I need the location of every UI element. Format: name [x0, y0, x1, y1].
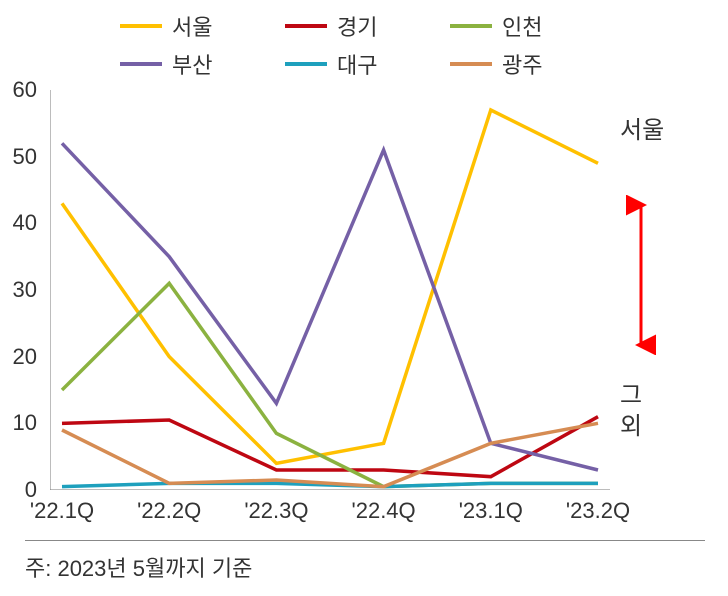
legend-swatch: [450, 62, 492, 66]
x-tick-label: '22.1Q: [30, 498, 94, 524]
x-tick-label: '23.2Q: [566, 498, 630, 524]
footnote-divider: [25, 540, 705, 541]
side-annotations: 서울 그 외: [620, 90, 710, 490]
side-label-bottom-char1: 그: [620, 380, 642, 411]
legend-item: 인천: [450, 10, 615, 42]
series-line: [62, 283, 598, 486]
legend-swatch: [285, 62, 327, 66]
legend-swatch: [120, 62, 162, 66]
legend-item: 광주: [450, 48, 615, 80]
side-label-bottom: 그 외: [620, 380, 642, 442]
legend: 서울 경기 인천 부산 대구 광주: [120, 10, 640, 86]
legend-label: 대구: [337, 48, 377, 80]
y-tick-label: 40: [13, 210, 37, 236]
legend-label: 광주: [502, 48, 542, 80]
legend-swatch: [285, 24, 327, 28]
x-tick-label: '22.4Q: [352, 498, 416, 524]
legend-label: 부산: [172, 48, 212, 80]
y-axis-labels: 0102030405060: [0, 90, 45, 490]
legend-item: 서울: [120, 10, 285, 42]
x-tick-label: '22.2Q: [137, 498, 201, 524]
legend-label: 경기: [337, 10, 377, 42]
side-label-bottom-char2: 외: [620, 411, 642, 442]
legend-item: 부산: [120, 48, 285, 80]
y-tick-label: 50: [13, 144, 37, 170]
y-tick-label: 30: [13, 277, 37, 303]
footnote-area: 주: 2023년 5월까지 기준: [25, 540, 705, 583]
x-tick-label: '23.1Q: [459, 498, 523, 524]
side-label-top: 서울: [620, 115, 664, 146]
series-line: [62, 110, 598, 463]
plot-area: [50, 90, 610, 490]
x-tick-label: '22.3Q: [244, 498, 308, 524]
double-arrow-icon: [626, 195, 656, 355]
side-label-top-text: 서울: [620, 117, 664, 144]
x-axis-labels: '22.1Q'22.2Q'22.3Q'22.4Q'23.1Q'23.2Q: [50, 498, 610, 528]
y-tick-label: 10: [13, 410, 37, 436]
legend-item: 경기: [285, 10, 450, 42]
legend-swatch: [450, 24, 492, 28]
chart-container: 서울 경기 인천 부산 대구 광주 0102030405060 '22.1Q'2…: [0, 0, 728, 596]
series-line: [62, 417, 598, 477]
legend-swatch: [120, 24, 162, 28]
footnote-text: 주: 2023년 5월까지 기준: [25, 551, 705, 583]
legend-label: 인천: [502, 10, 542, 42]
legend-label: 서울: [172, 10, 212, 42]
legend-item: 대구: [285, 48, 450, 80]
y-tick-label: 60: [13, 77, 37, 103]
y-tick-label: 20: [13, 344, 37, 370]
